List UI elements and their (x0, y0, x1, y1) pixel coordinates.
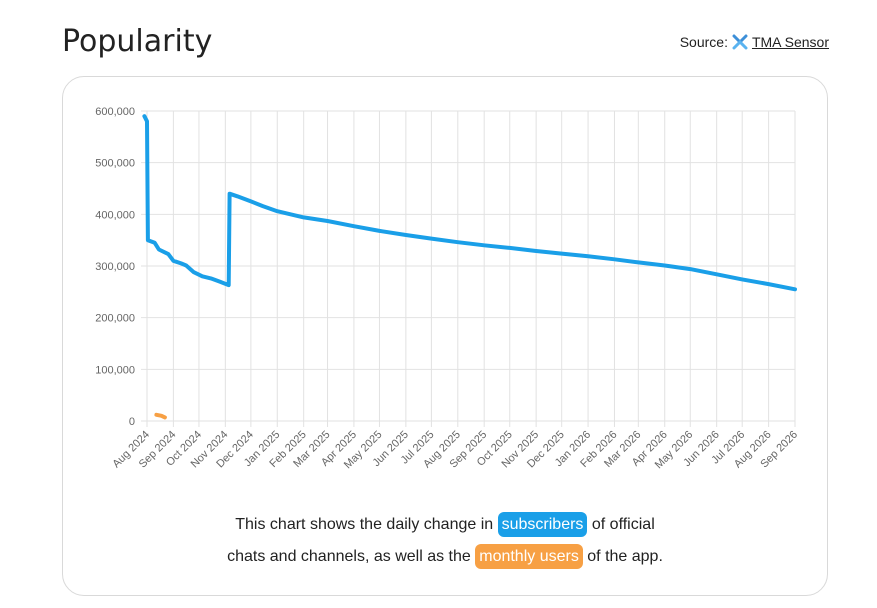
subscribers-badge: subscribers (497, 512, 588, 537)
caption-text: chats and channels, as well as the (227, 548, 471, 565)
y-tick-label: 300,000 (95, 261, 135, 273)
caption-line-2: chats and channels, as well as the month… (62, 541, 828, 573)
subscribers-line (142, 114, 797, 292)
chart-card: 0 100,000 200,000 300,000 400,000 500,000 600,… (62, 76, 828, 596)
monthly-users-badge: monthly users (475, 544, 583, 569)
tma-sensor-logo-icon (732, 34, 748, 50)
caption-text: of the app. (587, 548, 663, 565)
y-tick-label: 100,000 (95, 364, 135, 376)
caption-text: of official (591, 516, 655, 533)
monthly-users-line (154, 412, 167, 420)
y-tick-label: 600,000 (95, 106, 135, 118)
y-tick-label: 0 (129, 416, 135, 428)
source-prefix: Source: (679, 34, 728, 50)
popularity-chart: 0 100,000 200,000 300,000 400,000 500,000 600,… (95, 106, 800, 471)
source-attribution: Source: TMA Sensor (680, 34, 829, 50)
y-tick-label: 400,000 (95, 209, 135, 221)
caption-line-1: This chart shows the daily change in sub… (62, 509, 828, 541)
source-link[interactable]: TMA Sensor (751, 34, 829, 50)
y-tick-label: 200,000 (95, 313, 135, 325)
caption-text: This chart shows the daily change in (235, 516, 494, 533)
page-title: Popularity (62, 24, 213, 59)
y-tick-label: 500,000 (95, 158, 135, 170)
